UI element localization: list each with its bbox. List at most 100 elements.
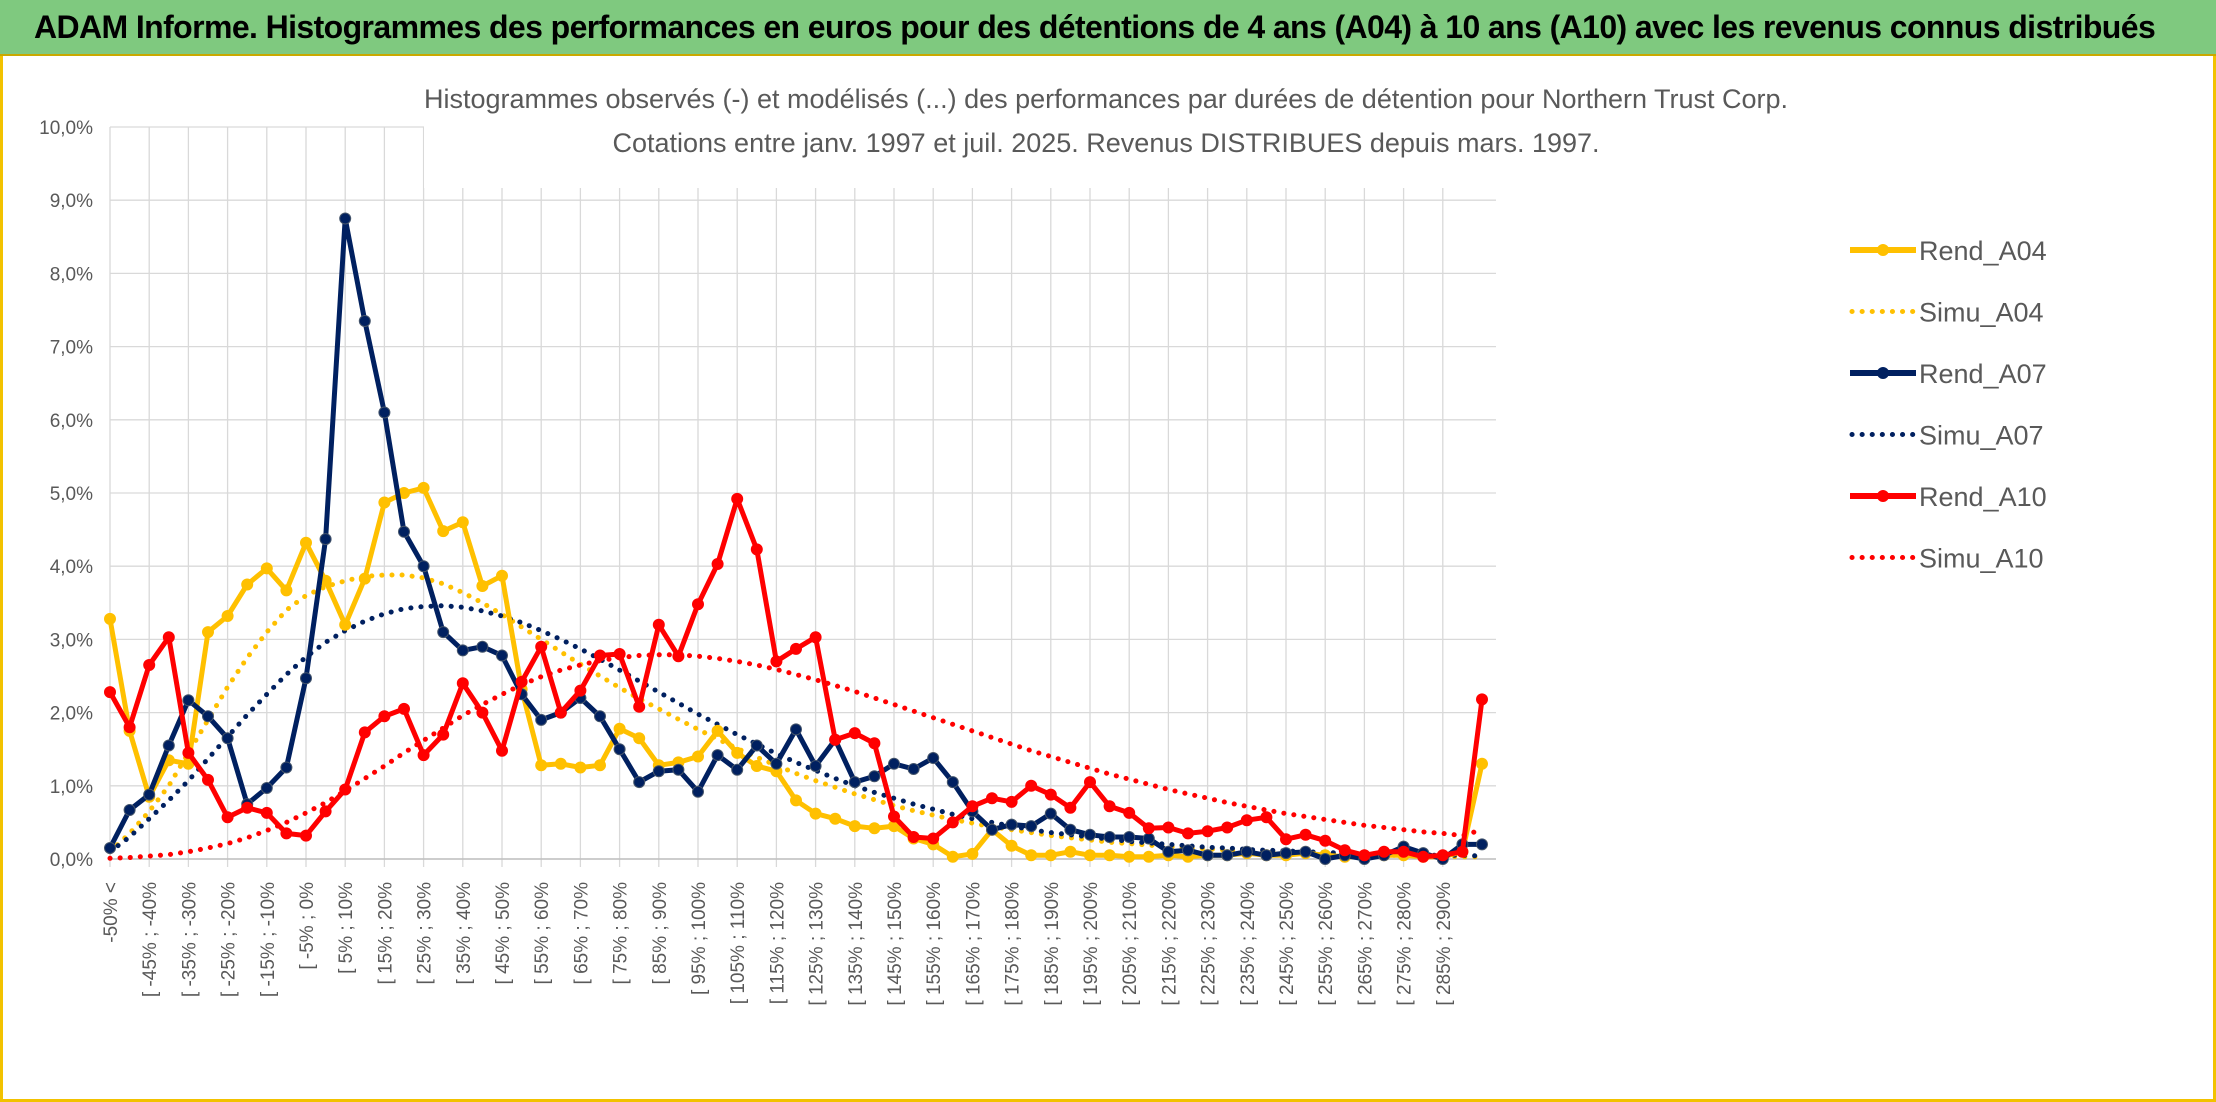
data-point-rend-a07 (594, 710, 606, 723)
data-point-rend-a10 (1358, 849, 1371, 862)
data-point-rend-a10 (986, 792, 998, 805)
data-point-rend-a07 (1182, 844, 1194, 857)
legend-label: Simu_A07 (1919, 421, 2044, 451)
data-point-rend-a10 (1084, 776, 1096, 789)
x-tick-label: [ -5% ; 0% (297, 882, 318, 970)
data-point-rend-a10 (476, 706, 489, 719)
legend-item-simu-a04: Simu_A04 (1849, 298, 2044, 328)
data-point-rend-a04 (104, 612, 116, 625)
series-rend-a10 (104, 492, 1488, 863)
data-point-rend-a10 (790, 642, 802, 655)
data-point-rend-a04 (809, 807, 822, 820)
data-point-rend-a10 (1338, 844, 1351, 857)
data-point-rend-a04 (594, 759, 606, 772)
data-point-rend-a04 (358, 572, 371, 585)
data-point-rend-a10 (104, 686, 116, 699)
legend-marker (1877, 490, 1889, 502)
data-point-rend-a07 (1162, 845, 1175, 858)
data-point-rend-a10 (1142, 822, 1155, 835)
data-point-rend-a07 (398, 525, 410, 538)
title-background (424, 60, 1790, 188)
data-point-rend-a07 (750, 739, 763, 752)
data-point-rend-a04 (535, 759, 548, 772)
data-point-rend-a07 (907, 763, 920, 775)
data-point-rend-a10 (241, 801, 254, 814)
data-point-rend-a10 (280, 827, 293, 840)
x-tick-label: [ 5% ; 10% (336, 882, 357, 974)
data-point-rend-a04 (829, 812, 842, 825)
data-point-rend-a04 (280, 584, 293, 597)
legend-background (1812, 216, 2108, 646)
data-point-rend-a07 (672, 763, 685, 776)
data-point-rend-a07 (946, 776, 959, 789)
data-point-rend-a10 (1064, 801, 1077, 814)
data-point-rend-a10 (378, 710, 391, 723)
data-point-rend-a07 (1142, 832, 1155, 845)
x-tick-label: [ 235% ; 240% (1238, 882, 1259, 1006)
data-point-rend-a10 (221, 811, 234, 824)
x-tick-label: [ 165% ; 170% (963, 882, 984, 1006)
data-point-rend-a07 (1123, 831, 1136, 843)
data-point-rend-a04 (1476, 757, 1488, 770)
data-point-rend-a04 (476, 580, 489, 592)
x-tick-label: [ 185% ; 190% (1042, 882, 1063, 1006)
data-point-rend-a04 (790, 794, 802, 807)
y-tick-label: 10,0% (39, 118, 93, 139)
x-tick-label: [ -35% ; -30% (179, 882, 200, 997)
data-point-rend-a10 (123, 721, 136, 734)
data-point-rend-a10 (1005, 795, 1018, 808)
y-tick-label: 2,0% (50, 704, 93, 725)
x-tick-label: [ 145% ; 150% (885, 882, 906, 1006)
x-tick-label: [ 55% ; 60% (532, 882, 553, 985)
data-point-rend-a04 (1123, 850, 1136, 863)
data-point-rend-a10 (1240, 814, 1253, 827)
data-point-rend-a10 (848, 727, 861, 740)
data-point-rend-a07 (1064, 823, 1077, 836)
series-rend-a04 (104, 481, 1488, 863)
series-line-simu-a07 (107, 603, 1485, 859)
data-point-rend-a07 (1476, 838, 1488, 851)
data-point-rend-a10 (417, 749, 430, 762)
data-point-rend-a07 (692, 785, 704, 798)
y-axis-tick-labels: 0,0% 1,0% 2,0% 3,0% 4,0% 5,0% 6,0% 7,0% 8,0% 9,0%… (39, 118, 93, 871)
data-point-rend-a10 (1319, 834, 1332, 847)
data-point-rend-a04 (946, 850, 959, 863)
data-point-rend-a07 (1025, 820, 1038, 833)
data-point-rend-a10 (731, 492, 744, 505)
data-point-rend-a07 (221, 732, 234, 745)
data-point-rend-a10 (966, 800, 979, 813)
data-point-rend-a10 (692, 598, 704, 611)
data-point-rend-a10 (162, 631, 175, 644)
x-tick-label: [ 205% ; 210% (1120, 882, 1141, 1006)
x-tick-label: [ 265% ; 270% (1355, 882, 1376, 1006)
data-point-rend-a10 (829, 733, 842, 746)
data-point-rend-a10 (1201, 825, 1214, 838)
y-tick-label: 9,0% (50, 191, 93, 212)
data-point-rend-a10 (809, 631, 822, 644)
data-point-rend-a07 (1103, 831, 1116, 843)
y-tick-label: 0,0% (50, 850, 93, 871)
data-point-rend-a04 (378, 496, 391, 509)
data-point-rend-a07 (162, 739, 175, 752)
data-point-rend-a10 (1397, 845, 1410, 858)
data-point-rend-a04 (1005, 839, 1018, 852)
data-point-rend-a10 (398, 702, 410, 715)
data-point-rend-a07 (1044, 807, 1057, 820)
legend-item-rend-a04: Rend_A04 (1850, 236, 2047, 266)
x-tick-label: [ 65% ; 70% (571, 882, 592, 985)
data-point-rend-a04 (1084, 849, 1096, 862)
data-point-rend-a04 (300, 536, 312, 549)
data-point-rend-a07 (770, 757, 783, 770)
data-point-rend-a10 (888, 810, 900, 823)
data-point-rend-a10 (1044, 788, 1057, 801)
y-tick-label: 7,0% (50, 338, 93, 359)
data-point-rend-a04 (1025, 849, 1038, 862)
data-point-rend-a10 (1260, 811, 1273, 824)
data-point-rend-a07 (1240, 845, 1253, 858)
data-point-rend-a04 (1103, 849, 1116, 862)
data-point-rend-a10 (574, 684, 587, 697)
x-tick-label: [ 195% ; 200% (1081, 882, 1102, 1006)
x-tick-label: [ -25% ; -20% (219, 882, 240, 997)
data-point-rend-a07 (848, 776, 861, 789)
data-point-rend-a10 (339, 783, 352, 796)
